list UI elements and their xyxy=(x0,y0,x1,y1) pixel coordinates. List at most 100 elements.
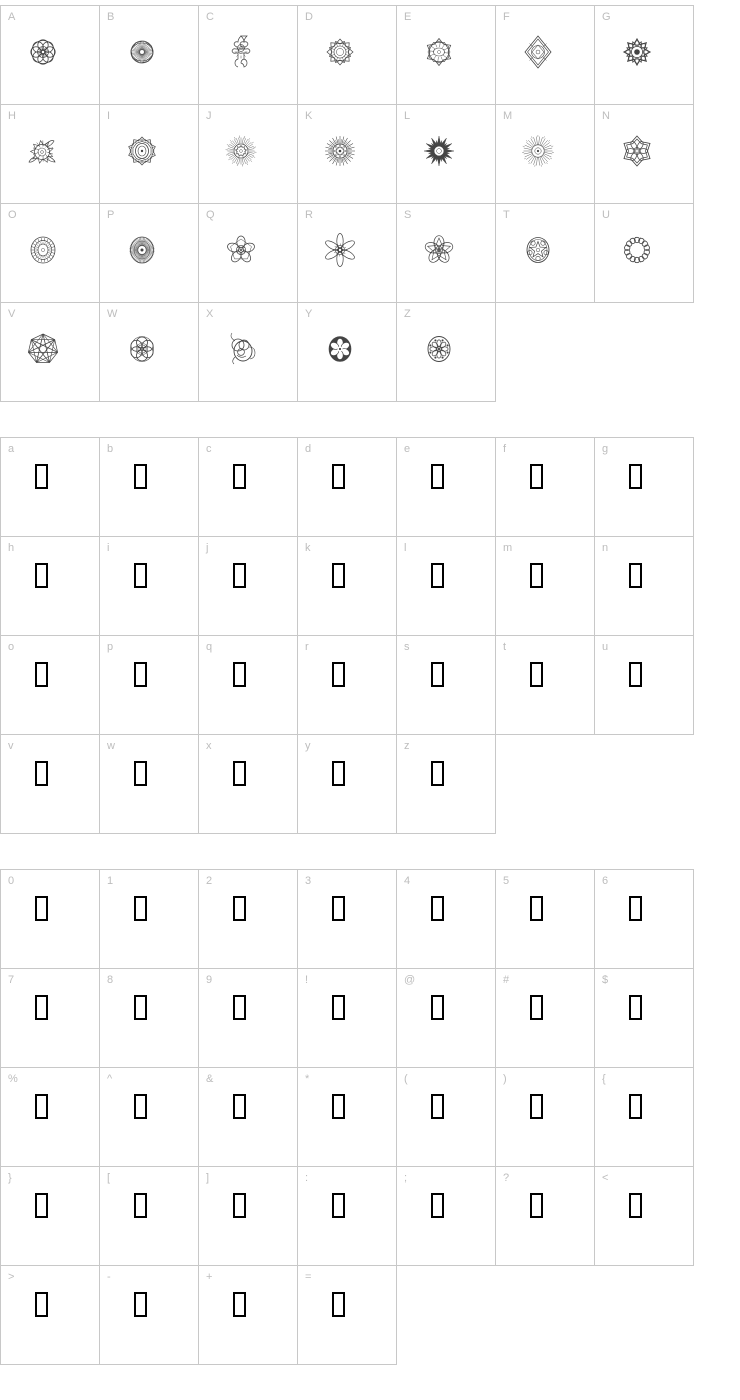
glyph-cell[interactable]: 9 xyxy=(198,968,298,1068)
glyph-cell[interactable]: ; xyxy=(396,1166,496,1266)
glyph-cell[interactable]: % xyxy=(0,1067,100,1167)
glyph-char-label: G xyxy=(602,11,611,23)
glyph-cell[interactable]: = xyxy=(297,1265,397,1365)
glyph-cell[interactable]: d xyxy=(297,437,397,537)
glyph-cell[interactable]: ) xyxy=(495,1067,595,1167)
glyph-cell[interactable]: S xyxy=(396,203,496,303)
glyph-cell[interactable]: b xyxy=(99,437,199,537)
glyph-cell[interactable]: C xyxy=(198,5,298,105)
glyph-cell[interactable]: [ xyxy=(99,1166,199,1266)
glyph-cell[interactable]: t xyxy=(495,635,595,735)
glyph-cell[interactable]: $ xyxy=(594,968,694,1068)
glyph-char-label: i xyxy=(107,542,110,554)
glyph-cell[interactable]: D xyxy=(297,5,397,105)
glyph-cell[interactable]: 7 xyxy=(0,968,100,1068)
glyph-cell[interactable]: ( xyxy=(396,1067,496,1167)
glyph-cell[interactable]: @ xyxy=(396,968,496,1068)
glyph-cell[interactable]: k xyxy=(297,536,397,636)
glyph-cell[interactable]: o xyxy=(0,635,100,735)
glyph-cell[interactable]: B xyxy=(99,5,199,105)
glyph-cell[interactable]: + xyxy=(198,1265,298,1365)
glyph-cell[interactable]: p xyxy=(99,635,199,735)
glyph-char-label: 4 xyxy=(404,875,411,887)
glyph-cell[interactable]: : xyxy=(297,1166,397,1266)
glyph-cell[interactable]: ^ xyxy=(99,1067,199,1167)
glyph-cell[interactable]: K xyxy=(297,104,397,204)
glyph-cell[interactable]: P xyxy=(99,203,199,303)
six-petal-narrow-flower-icon xyxy=(312,222,368,278)
glyph-cell[interactable]: n xyxy=(594,536,694,636)
glyph-cell[interactable]: 0 xyxy=(0,869,100,969)
glyph-row: o p q r s t u xyxy=(0,635,740,735)
glyph-cell[interactable]: r xyxy=(297,635,397,735)
glyph-cell[interactable]: - xyxy=(99,1265,199,1365)
glyph-cell[interactable]: < xyxy=(594,1166,694,1266)
glyph-cell[interactable]: Z xyxy=(396,302,496,402)
glyph-cell[interactable]: & xyxy=(198,1067,298,1167)
glyph-cell[interactable]: f xyxy=(495,437,595,537)
glyph-cell[interactable]: 3 xyxy=(297,869,397,969)
glyph-cell[interactable]: M xyxy=(495,104,595,204)
glyph-cell[interactable]: a xyxy=(0,437,100,537)
glyph-cell[interactable]: h xyxy=(0,536,100,636)
glyph-cell[interactable]: j xyxy=(198,536,298,636)
glyph-cell[interactable]: u xyxy=(594,635,694,735)
glyph-cell[interactable]: s xyxy=(396,635,496,735)
glyph-cell[interactable]: F xyxy=(495,5,595,105)
glyph-cell[interactable]: e xyxy=(396,437,496,537)
glyph-cell[interactable]: x xyxy=(198,734,298,834)
glyph-cell[interactable]: U xyxy=(594,203,694,303)
glyph-char-label: } xyxy=(8,1172,12,1184)
glyph-cell[interactable]: G xyxy=(594,5,694,105)
glyph-row: 0 1 2 3 4 5 6 xyxy=(0,869,740,969)
interlaced-five-loop-icon xyxy=(411,222,467,278)
glyph-cell[interactable]: ! xyxy=(297,968,397,1068)
glyph-cell[interactable]: H xyxy=(0,104,100,204)
glyph-cell[interactable]: 1 xyxy=(99,869,199,969)
glyph-cell[interactable]: O xyxy=(0,203,100,303)
glyph-cell[interactable]: 6 xyxy=(594,869,694,969)
glyph-cell[interactable]: A xyxy=(0,5,100,105)
glyph-cell[interactable]: ? xyxy=(495,1166,595,1266)
glyph-cell[interactable]: > xyxy=(0,1265,100,1365)
glyph-cell[interactable]: c xyxy=(198,437,298,537)
glyph-cell[interactable]: z xyxy=(396,734,496,834)
glyph-cell[interactable]: Q xyxy=(198,203,298,303)
glyph-char-label: 3 xyxy=(305,875,312,887)
glyph-char-label: A xyxy=(8,11,16,23)
glyph-cell[interactable]: I xyxy=(99,104,199,204)
glyph-cell[interactable]: X xyxy=(198,302,298,402)
glyph-cell[interactable]: w xyxy=(99,734,199,834)
glyph-char-label: ] xyxy=(206,1172,210,1184)
missing-glyph-box-icon xyxy=(233,1094,246,1119)
glyph-cell[interactable]: 8 xyxy=(99,968,199,1068)
glyph-cell[interactable]: { xyxy=(594,1067,694,1167)
glyph-cell[interactable]: R xyxy=(297,203,397,303)
glyph-cell[interactable]: g xyxy=(594,437,694,537)
glyph-cell[interactable]: Y xyxy=(297,302,397,402)
glyph-cell[interactable]: V xyxy=(0,302,100,402)
glyph-cell[interactable]: 2 xyxy=(198,869,298,969)
glyph-cell[interactable]: * xyxy=(297,1067,397,1167)
glyph-cell[interactable]: L xyxy=(396,104,496,204)
glyph-cell[interactable]: m xyxy=(495,536,595,636)
glyph-char-label: w xyxy=(107,740,116,752)
glyph-cell[interactable]: l xyxy=(396,536,496,636)
glyph-cell[interactable]: q xyxy=(198,635,298,735)
glyph-char-label: d xyxy=(305,443,312,455)
glyph-cell[interactable]: } xyxy=(0,1166,100,1266)
glyph-cell[interactable]: 5 xyxy=(495,869,595,969)
glyph-cell[interactable]: i xyxy=(99,536,199,636)
glyph-char-label: X xyxy=(206,308,214,320)
glyph-cell[interactable]: E xyxy=(396,5,496,105)
glyph-cell[interactable]: # xyxy=(495,968,595,1068)
glyph-cell[interactable]: J xyxy=(198,104,298,204)
glyph-cell[interactable]: ] xyxy=(198,1166,298,1266)
glyph-cell[interactable]: N xyxy=(594,104,694,204)
glyph-cell[interactable]: 4 xyxy=(396,869,496,969)
glyph-cell[interactable]: T xyxy=(495,203,595,303)
glyph-cell[interactable]: y xyxy=(297,734,397,834)
glyph-char-label: + xyxy=(206,1271,213,1283)
glyph-cell[interactable]: W xyxy=(99,302,199,402)
glyph-cell[interactable]: v xyxy=(0,734,100,834)
